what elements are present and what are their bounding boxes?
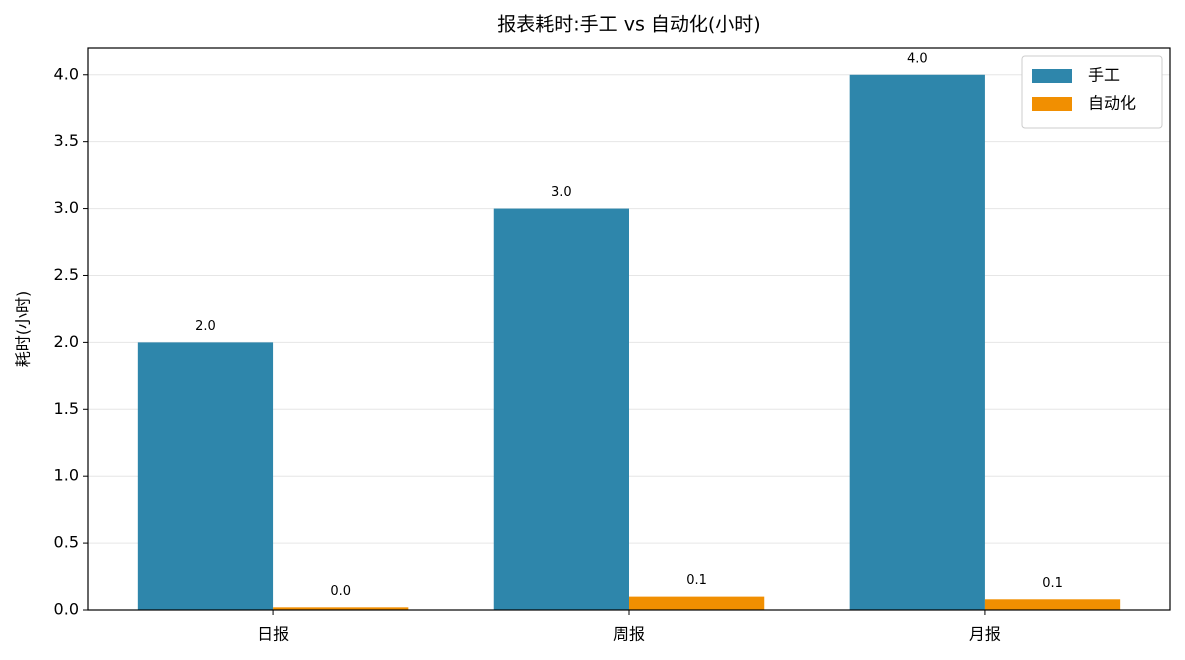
x-tick-label: 周报 (613, 625, 645, 644)
bar (137, 342, 274, 610)
y-tick-label: 3.0 (54, 198, 79, 217)
bar (984, 599, 1121, 610)
y-tick-label: 2.5 (54, 265, 79, 284)
bar (629, 596, 765, 610)
y-tick-label: 2.0 (54, 332, 79, 351)
legend-label: 手工 (1088, 66, 1120, 85)
bar (493, 208, 629, 611)
bar (273, 607, 409, 610)
value-label: 4.0 (907, 51, 928, 66)
y-tick-label: 0.0 (54, 600, 79, 619)
value-label: 0.1 (1042, 576, 1063, 591)
x-tick-label: 月报 (969, 625, 1001, 644)
chart-title: 报表耗时:手工 vs 自动化(小时) (497, 14, 760, 36)
y-tick-label: 4.0 (54, 64, 79, 83)
legend-swatch (1032, 97, 1072, 111)
y-axis-label: 耗时(小时) (14, 291, 33, 368)
y-tick-label: 3.5 (54, 131, 79, 150)
value-label: 2.0 (195, 319, 216, 334)
value-label: 0.1 (686, 573, 707, 588)
bar (849, 74, 985, 610)
legend-label: 自动化 (1088, 94, 1136, 113)
y-tick-label: 1.0 (54, 466, 79, 485)
legend-swatch (1032, 69, 1072, 83)
y-tick-label: 0.5 (54, 533, 79, 552)
value-label: 3.0 (551, 185, 572, 200)
value-label: 0.0 (330, 584, 351, 599)
plot-frame (87, 47, 1171, 611)
x-tick-label: 日报 (257, 625, 289, 644)
y-tick-label: 1.5 (54, 399, 79, 418)
